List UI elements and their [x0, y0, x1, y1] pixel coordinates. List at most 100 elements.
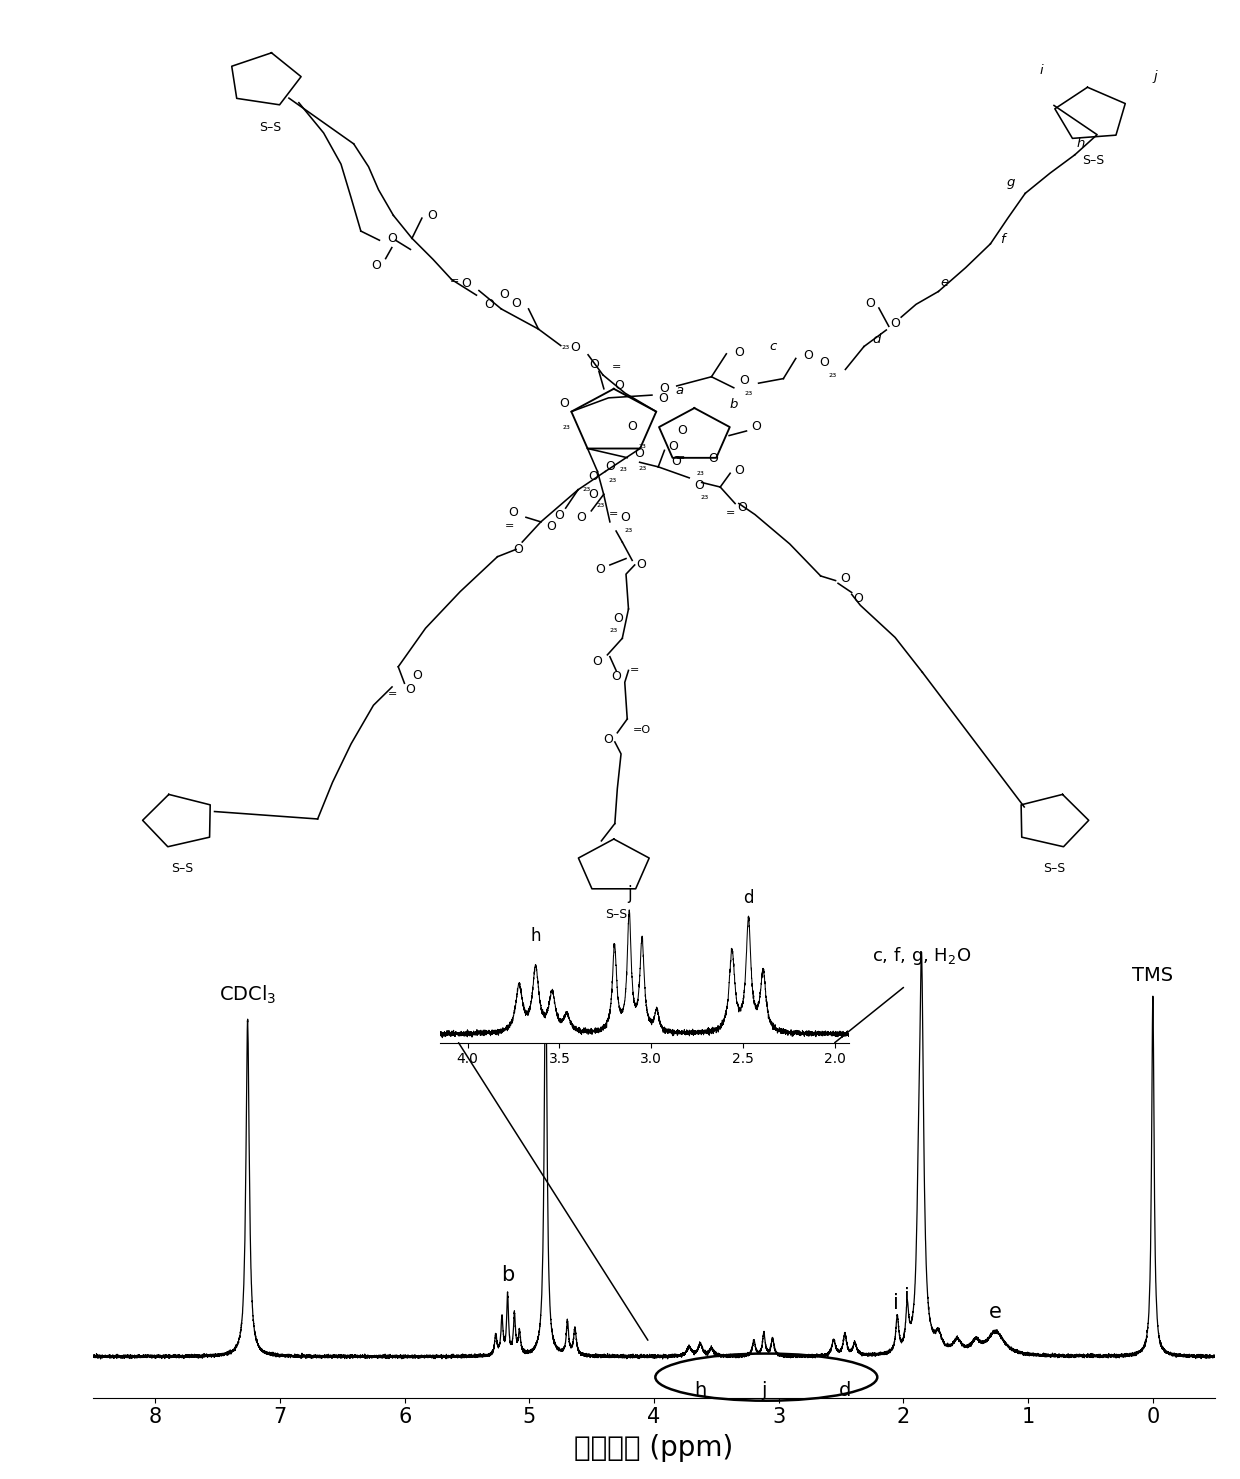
Text: =: = [449, 277, 459, 287]
Text: =: = [611, 362, 621, 371]
Text: O: O [577, 510, 587, 524]
Text: e: e [990, 1302, 1002, 1322]
Text: ₂₃: ₂₃ [625, 524, 632, 534]
Text: O: O [405, 683, 415, 697]
Text: O: O [668, 441, 678, 453]
Text: ₂₃: ₂₃ [697, 467, 704, 478]
Text: O: O [461, 277, 471, 290]
Text: O: O [511, 297, 521, 311]
Text: O: O [627, 420, 637, 433]
Text: O: O [820, 355, 830, 368]
Text: S–S: S–S [171, 862, 193, 876]
Text: O: O [554, 509, 564, 522]
Text: O: O [589, 358, 599, 371]
Text: O: O [853, 593, 863, 605]
Text: g: g [1006, 176, 1014, 189]
Text: O: O [371, 259, 381, 272]
Text: O: O [570, 342, 580, 353]
Text: O: O [498, 288, 508, 300]
Text: j: j [1154, 70, 1157, 83]
Text: O: O [427, 209, 436, 222]
Text: ₂₃: ₂₃ [596, 498, 604, 509]
Text: ₂₃: ₂₃ [610, 624, 618, 634]
Text: O: O [751, 420, 761, 433]
Text: O: O [734, 464, 744, 478]
Text: O: O [804, 349, 813, 362]
Text: TMS: TMS [1132, 966, 1173, 985]
Text: S–S: S–S [1043, 862, 1065, 876]
Text: O: O [588, 469, 598, 482]
Text: O: O [677, 424, 687, 438]
Text: O: O [734, 346, 744, 358]
Text: O: O [708, 453, 718, 464]
Text: O: O [604, 732, 614, 745]
Text: O: O [605, 460, 615, 473]
Text: ₂₃: ₂₃ [828, 370, 837, 379]
Text: f: f [1001, 232, 1006, 246]
Text: O: O [614, 380, 624, 392]
Text: O: O [614, 612, 624, 624]
Text: =: = [630, 666, 640, 676]
Text: S–S: S–S [605, 908, 627, 921]
Text: =: = [387, 689, 397, 700]
Text: i: i [1040, 64, 1043, 77]
Text: b: b [729, 398, 738, 411]
Text: O: O [620, 510, 630, 524]
Text: S–S: S–S [1083, 154, 1105, 167]
Text: O: O [671, 454, 681, 467]
Text: O: O [636, 559, 646, 571]
Text: ₂₃: ₂₃ [639, 439, 646, 450]
Text: O: O [658, 392, 668, 405]
Text: b: b [501, 1265, 515, 1285]
Text: ₂₃: ₂₃ [639, 461, 646, 472]
Text: O: O [484, 297, 494, 311]
Text: O: O [841, 572, 851, 586]
Text: d: d [743, 889, 754, 907]
Text: e: e [940, 275, 949, 288]
Text: O: O [739, 374, 749, 387]
Text: ₂₃: ₂₃ [563, 422, 570, 432]
Text: i: i [893, 1293, 899, 1313]
Text: O: O [546, 521, 556, 532]
Text: O: O [866, 297, 875, 311]
Text: O: O [588, 488, 598, 501]
Text: O: O [635, 447, 645, 460]
Text: ₂₃: ₂₃ [609, 473, 616, 484]
Text: =O: =O [634, 725, 651, 735]
Text: =: = [725, 507, 735, 518]
Text: =: = [609, 510, 619, 519]
Text: ₂₃: ₂₃ [562, 340, 570, 351]
Text: =: = [676, 453, 686, 463]
Text: O: O [890, 317, 900, 330]
Text: O: O [387, 232, 397, 246]
Text: O: O [660, 382, 670, 395]
Text: c, f, g, H$_2$O: c, f, g, H$_2$O [872, 945, 971, 967]
Text: i: i [904, 1287, 910, 1306]
Text: O: O [611, 670, 621, 683]
Text: d: d [872, 333, 880, 346]
Text: O: O [513, 543, 523, 556]
Text: ₂₃: ₂₃ [583, 484, 590, 493]
Text: O: O [508, 506, 518, 519]
Text: O: O [559, 396, 569, 410]
Text: ₂₃: ₂₃ [701, 491, 708, 501]
Text: a: a [539, 916, 552, 936]
Text: a: a [675, 385, 683, 396]
Text: O: O [412, 670, 422, 682]
Text: j: j [761, 1381, 766, 1401]
Text: j: j [627, 884, 631, 902]
Text: c: c [770, 340, 777, 353]
Text: h: h [694, 1381, 707, 1401]
Text: O: O [593, 655, 603, 667]
Text: O: O [738, 501, 748, 513]
Text: h: h [1076, 138, 1085, 151]
Text: h: h [531, 927, 541, 945]
Text: CDCl$_3$: CDCl$_3$ [219, 984, 277, 1006]
Text: ₂₃: ₂₃ [744, 387, 753, 398]
Text: =: = [505, 522, 515, 531]
X-axis label: 化学位移 (ppm): 化学位移 (ppm) [574, 1435, 734, 1463]
Text: ₂₃: ₂₃ [620, 463, 627, 473]
Text: O: O [694, 479, 704, 491]
Text: S–S: S–S [259, 121, 281, 135]
Text: O: O [595, 563, 605, 575]
